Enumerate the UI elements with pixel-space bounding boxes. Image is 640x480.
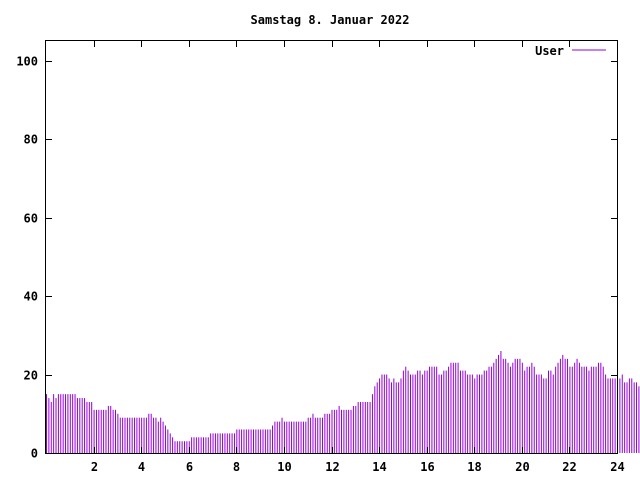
y-tick-label: 40 xyxy=(24,290,38,304)
legend: User xyxy=(535,44,606,58)
y-tick-label: 100 xyxy=(16,55,38,69)
x-tick-label: 20 xyxy=(515,460,529,474)
x-tick-label: 16 xyxy=(420,460,434,474)
y-tick-label: 20 xyxy=(24,369,38,383)
y-tick-label: 80 xyxy=(24,133,38,147)
chart-title: Samstag 8. Januar 2022 xyxy=(251,13,410,27)
x-tick-label: 8 xyxy=(233,460,240,474)
x-tick-label: 14 xyxy=(372,460,386,474)
x-tick-label: 12 xyxy=(325,460,339,474)
plot-frame xyxy=(45,40,618,454)
x-tick-label: 4 xyxy=(138,460,145,474)
y-tick-label: 0 xyxy=(31,447,38,461)
x-tick-label: 24 xyxy=(610,460,624,474)
legend-label-user: User xyxy=(535,44,564,58)
x-tick-label: 22 xyxy=(562,460,576,474)
y-tick-label: 60 xyxy=(24,212,38,226)
bars-group xyxy=(46,350,640,453)
x-tick-label: 10 xyxy=(277,460,291,474)
x-tick-label: 6 xyxy=(186,460,193,474)
x-tick-label: 2 xyxy=(91,460,98,474)
x-tick-label: 18 xyxy=(467,460,481,474)
